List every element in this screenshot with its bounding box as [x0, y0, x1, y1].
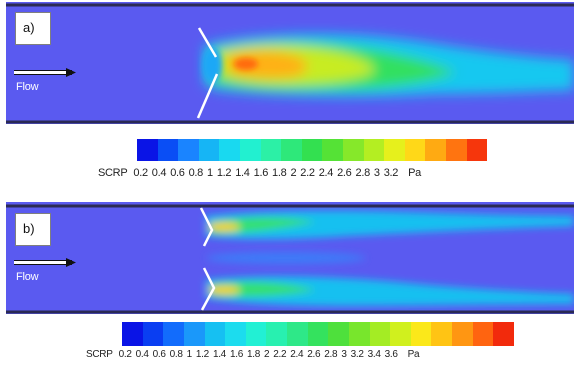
- panel-label-a: a): [15, 12, 51, 45]
- colorbar-cell: [307, 322, 329, 346]
- colorbar-tick-label: 2.4: [290, 349, 304, 360]
- contour-plot-a: [6, 2, 574, 124]
- colorbar-tick-label: 1.2: [195, 349, 209, 360]
- colorbar-cell: [142, 322, 164, 346]
- colorbar-cell: [445, 139, 467, 161]
- colorbar-tick-label: 2.2: [300, 167, 315, 179]
- colorbar-cell: [466, 139, 488, 161]
- colorbar-tick-label: 1: [207, 167, 213, 179]
- colorbar-cell: [137, 139, 158, 161]
- colorbar-cell: [342, 139, 364, 161]
- colorbar-tick-label: 3.6: [384, 349, 398, 360]
- colorbar-tick-label: 0.8: [188, 167, 204, 179]
- colorbar-cell: [301, 139, 323, 161]
- colorbar-tick-label: 0.2: [118, 349, 132, 360]
- colorbar-tick-label: 0.8: [169, 349, 183, 360]
- colorbar-cell: [348, 322, 370, 346]
- colorbar-cell: [410, 322, 432, 346]
- valve-leaflet-top-b: [199, 207, 214, 247]
- colorbar-unit-a: Pa: [408, 167, 421, 179]
- colorbar-cell: [390, 322, 411, 346]
- shear-field-a: [204, 33, 574, 97]
- colorbar-tick-label: 2.2: [273, 349, 287, 360]
- colorbar-tick-label: 1.4: [235, 167, 250, 179]
- colorbar-cell: [452, 322, 473, 346]
- colorbar-cell: [322, 139, 343, 161]
- colorbar-tick-label: 2.8: [355, 167, 371, 179]
- colorbar-axis-b: SCRP 0.2 0.4 0.6 0.8 1 1.2 1.4 1.6 1.8 2 2.2 2.4 2.6 2…: [86, 349, 420, 360]
- colorbar-tick-label: 1: [186, 349, 193, 360]
- colorbar-cell: [245, 322, 267, 346]
- colorbar-tick-label: 2.6: [307, 349, 321, 360]
- colorbar-tick-label: 3: [341, 349, 347, 360]
- colorbar-tick-label: 1.6: [229, 349, 243, 360]
- valve-leaflet-top-a: [197, 27, 218, 58]
- colorbar-axis-a: SCRP 0.2 0.4 0.6 0.8 1 1.2 1.4 1.6 1.8 2 2.2 2.4 2.6 2…: [98, 167, 421, 179]
- contour-panel-a: a) Flow: [6, 2, 574, 124]
- colorbar-tick-label: 1.2: [216, 167, 232, 179]
- flow-label-a: Flow: [16, 81, 39, 93]
- colorbar-cell: [178, 139, 199, 161]
- colorbar-a: [137, 139, 488, 161]
- colorbar-b: [122, 322, 514, 346]
- flow-arrow-icon: [14, 258, 76, 267]
- colorbar-cell: [281, 139, 302, 161]
- colorbar-cell: [384, 139, 405, 161]
- colorbar-unit-b: Pa: [407, 349, 420, 360]
- colorbar-cell: [363, 139, 385, 161]
- colorbar-cell: [328, 322, 349, 346]
- colorbar-cell: [425, 139, 446, 161]
- flow-label-b: Flow: [16, 271, 39, 283]
- peak-spot-a: [234, 58, 258, 70]
- colorbar-cell: [369, 322, 391, 346]
- colorbar-tick-label: 0.6: [152, 349, 166, 360]
- valve-leaflet-bottom-b: [200, 267, 216, 311]
- colorbar-cell: [225, 322, 246, 346]
- colorbar-cell: [404, 139, 426, 161]
- colorbar-tick-label: 1.8: [246, 349, 260, 360]
- colorbar-tick-label: 1.6: [253, 167, 269, 179]
- colorbar-cell: [163, 322, 184, 346]
- colorbar-cell: [204, 322, 226, 346]
- colorbar-tick-label: 2: [263, 349, 270, 360]
- colorbar-cell: [266, 322, 287, 346]
- contour-panel-b: b) Flow: [6, 202, 574, 314]
- colorbar-tick-label: 3.2: [350, 349, 364, 360]
- colorbar-tick-label: 0.4: [151, 167, 167, 179]
- colorbar-tick-label: 3.2: [383, 167, 399, 179]
- colorbar-tick-label: 3.4: [367, 349, 381, 360]
- panel-label-b: b): [15, 213, 51, 246]
- colorbar-cell: [219, 139, 240, 161]
- colorbar-cell: [122, 322, 143, 346]
- colorbar-tick-label: 2.6: [337, 167, 352, 179]
- colorbar-tick-label: 2.4: [318, 167, 334, 179]
- colorbar-cell: [157, 139, 179, 161]
- colorbar-cell: [183, 322, 205, 346]
- colorbar-cell: [198, 139, 220, 161]
- colorbar-cell: [287, 322, 308, 346]
- colorbar-tick-label: 2.8: [324, 349, 338, 360]
- colorbar-tick-label: 1.4: [212, 349, 226, 360]
- colorbar-cell: [431, 322, 452, 346]
- contour-plot-b: [6, 202, 574, 314]
- colorbar-tick-label: 1.8: [272, 167, 287, 179]
- colorbar-label-a: SCRP: [98, 167, 128, 179]
- flow-arrow-icon: [14, 68, 76, 77]
- valve-leaflet-bottom-a: [196, 73, 219, 119]
- colorbar-label-b: SCRP: [86, 349, 113, 360]
- colorbar-tick-label: 3: [373, 167, 380, 179]
- colorbar-cell: [472, 322, 494, 346]
- colorbar-cell: [260, 139, 282, 161]
- colorbar-cell: [493, 322, 514, 346]
- shear-field-b: [206, 210, 574, 306]
- colorbar-cell: [239, 139, 261, 161]
- colorbar-tick-label: 0.2: [133, 167, 148, 179]
- colorbar-tick-label: 0.6: [170, 167, 185, 179]
- colorbar-tick-label: 0.4: [135, 349, 149, 360]
- colorbar-tick-label: 2: [290, 167, 297, 179]
